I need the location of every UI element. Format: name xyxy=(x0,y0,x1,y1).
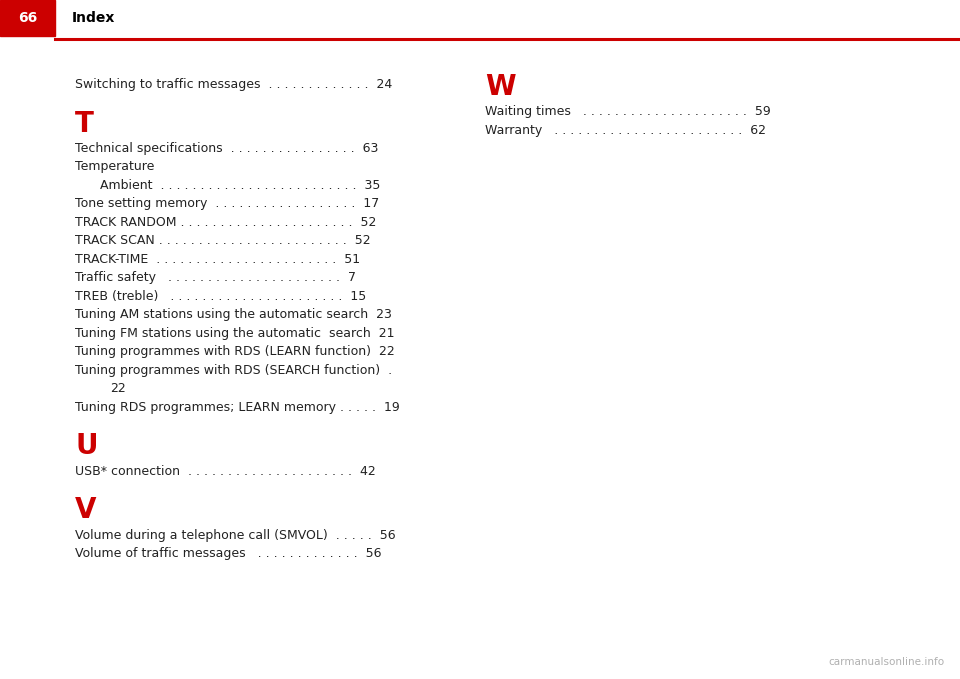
Text: Volume of traffic messages   . . . . . . . . . . . . .  56: Volume of traffic messages . . . . . . .… xyxy=(75,547,381,560)
Text: Tone setting memory  . . . . . . . . . . . . . . . . . .  17: Tone setting memory . . . . . . . . . . … xyxy=(75,198,379,210)
Text: Traffic safety   . . . . . . . . . . . . . . . . . . . . . .  7: Traffic safety . . . . . . . . . . . . .… xyxy=(75,272,356,285)
Text: Switching to traffic messages  . . . . . . . . . . . . .  24: Switching to traffic messages . . . . . … xyxy=(75,78,393,91)
Text: U: U xyxy=(75,433,98,460)
Text: Temperature: Temperature xyxy=(75,160,155,173)
Text: Volume during a telephone call (SMVOL)  . . . . .  56: Volume during a telephone call (SMVOL) .… xyxy=(75,529,396,542)
Text: 66: 66 xyxy=(18,11,37,25)
Text: 22: 22 xyxy=(110,382,126,395)
Text: TRACK RANDOM . . . . . . . . . . . . . . . . . . . . . .  52: TRACK RANDOM . . . . . . . . . . . . . .… xyxy=(75,216,376,229)
Text: Tuning programmes with RDS (SEARCH function)  .: Tuning programmes with RDS (SEARCH funct… xyxy=(75,364,392,377)
Text: Ambient  . . . . . . . . . . . . . . . . . . . . . . . . .  35: Ambient . . . . . . . . . . . . . . . . … xyxy=(100,179,380,192)
Text: W: W xyxy=(485,73,516,101)
Text: Waiting times   . . . . . . . . . . . . . . . . . . . . .  59: Waiting times . . . . . . . . . . . . . … xyxy=(485,105,771,118)
Text: V: V xyxy=(75,496,97,524)
Text: USB* connection  . . . . . . . . . . . . . . . . . . . . .  42: USB* connection . . . . . . . . . . . . … xyxy=(75,465,375,478)
Text: TRACK-TIME  . . . . . . . . . . . . . . . . . . . . . . .  51: TRACK-TIME . . . . . . . . . . . . . . .… xyxy=(75,253,360,266)
Text: TREB (treble)   . . . . . . . . . . . . . . . . . . . . . .  15: TREB (treble) . . . . . . . . . . . . . … xyxy=(75,290,367,303)
Text: Technical specifications  . . . . . . . . . . . . . . . .  63: Technical specifications . . . . . . . .… xyxy=(75,142,378,155)
Text: T: T xyxy=(75,109,94,138)
Bar xyxy=(0,0,55,36)
Text: Index: Index xyxy=(72,11,115,25)
Text: Warranty   . . . . . . . . . . . . . . . . . . . . . . . .  62: Warranty . . . . . . . . . . . . . . . .… xyxy=(485,124,766,137)
Text: Tuning RDS programmes; LEARN memory . . . . .  19: Tuning RDS programmes; LEARN memory . . … xyxy=(75,401,399,414)
Text: carmanualsonline.info: carmanualsonline.info xyxy=(828,657,945,667)
Text: TRACK SCAN . . . . . . . . . . . . . . . . . . . . . . . .  52: TRACK SCAN . . . . . . . . . . . . . . .… xyxy=(75,234,371,247)
Text: Tuning programmes with RDS (LEARN function)  22: Tuning programmes with RDS (LEARN functi… xyxy=(75,346,395,359)
Text: Tuning FM stations using the automatic  search  21: Tuning FM stations using the automatic s… xyxy=(75,327,395,340)
Text: Tuning AM stations using the automatic search  23: Tuning AM stations using the automatic s… xyxy=(75,308,392,321)
